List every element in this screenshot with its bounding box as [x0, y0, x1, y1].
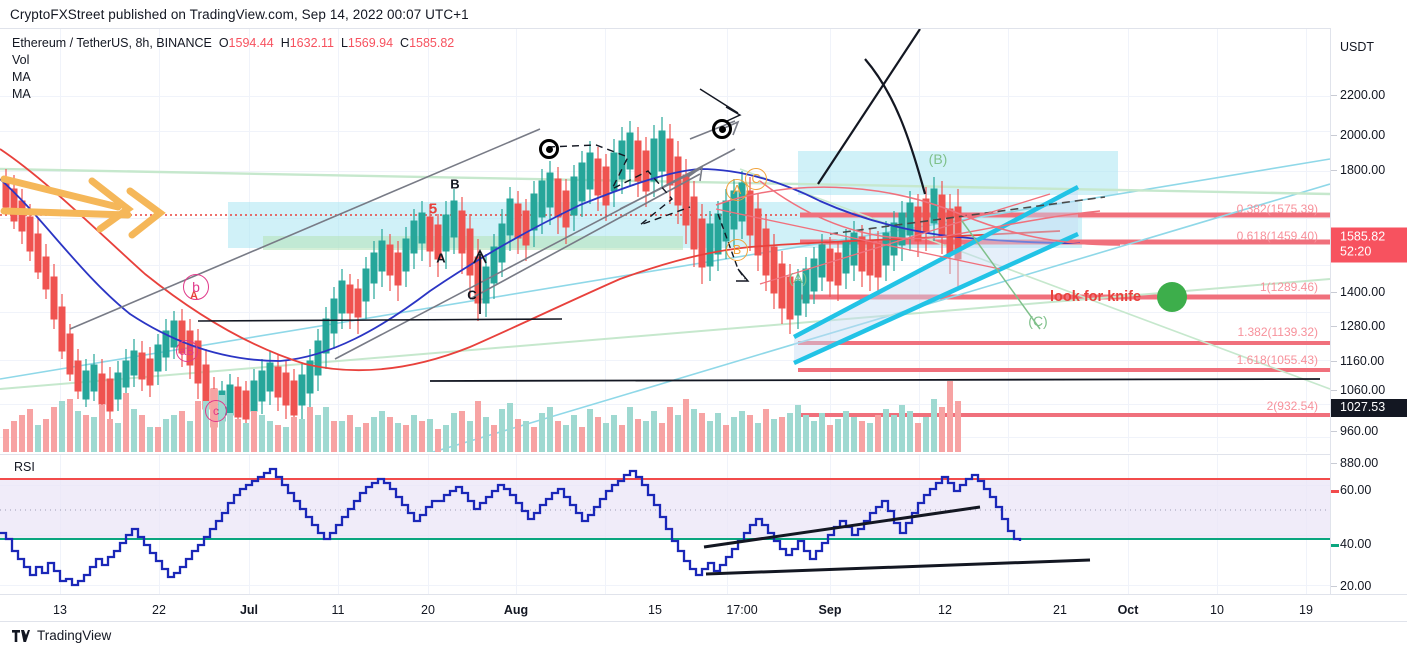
supply-zone-box-right: [798, 151, 1118, 195]
wave-label-c-orange: C: [745, 168, 767, 190]
rsi-axis-tick-60: 60.00: [1340, 483, 1372, 497]
axis-tick-880: 880.00: [1340, 456, 1379, 470]
fib-label-0382: 0.382(1575.39): [1236, 202, 1318, 216]
ohlc-h-label: H: [280, 36, 290, 50]
time-tick-11: Oct: [1117, 603, 1139, 617]
secondary-price-badge: 1027.53: [1331, 399, 1407, 417]
orange-arrow-group: [0, 175, 166, 239]
axis-tick-960: 960.00: [1340, 424, 1379, 438]
time-tick-5: Aug: [503, 603, 529, 617]
axis-tick-1400: 1400.00: [1340, 285, 1386, 299]
wave-label-a-black: A: [436, 250, 446, 266]
target-bullseye-icon-left: [539, 139, 559, 159]
axis-tick-1060: 1060.00: [1340, 383, 1386, 397]
axis-currency-label: USDT: [1340, 40, 1375, 54]
fib-label-0618: 0.618(1459.40): [1236, 229, 1318, 243]
rsi-axis-tick-20: 20.00: [1340, 579, 1372, 593]
rsi-axis-tick-40: 40.00: [1340, 537, 1372, 551]
time-tick-9: 12: [938, 603, 952, 617]
wave-label-c-green: (C): [1028, 313, 1048, 329]
time-tick-1: 22: [152, 603, 166, 617]
look-for-knife-label: look for knife: [1050, 289, 1142, 305]
channel-lower: [793, 231, 1079, 366]
demand-zone-box: [263, 236, 683, 250]
time-tick-13: 19: [1299, 603, 1313, 617]
ohlc-c-label: C: [400, 36, 410, 50]
rsi-drawing-layer: [0, 467, 1330, 587]
volume-series: [3, 381, 961, 452]
footer-brand-text: TradingView: [37, 628, 112, 643]
supply-zone-box: [228, 202, 1082, 248]
wave-label-a-pink: A: [190, 290, 198, 302]
axis-tick-1160: 1160.00: [1340, 354, 1385, 368]
dashed-zigzag: [547, 144, 691, 226]
wave-label-c-pink: c: [205, 400, 227, 422]
rsi-trendline-upper: [703, 505, 981, 549]
rsi-trendline-lower: [705, 558, 1091, 576]
publish-text: CryptoFXStreet published on TradingView.…: [10, 6, 469, 22]
legend-ma-1[interactable]: MA: [12, 70, 31, 84]
price-axis[interactable]: USDT 2200.00 2000.00 1800.00 1585.82 52:…: [1330, 28, 1407, 594]
ohlc-o-label: O: [218, 36, 229, 50]
time-tick-12: 10: [1210, 603, 1224, 617]
fib-label-2: 2(932.54): [1266, 399, 1318, 413]
axis-tick-1800: 1800.00: [1340, 163, 1386, 177]
rsi-band-fill: [0, 479, 1330, 539]
time-tick-8: Sep: [818, 603, 842, 617]
wave-label-b-black: B: [450, 176, 460, 192]
last-price-badge: 1585.82 52:20: [1331, 227, 1407, 263]
axis-tick-2000: 2000.00: [1340, 128, 1386, 142]
price-chart-pane[interactable]: Ethereum / TetherUS, 8h, BINANCE O1594.4…: [0, 28, 1330, 452]
wave-label-c-black: C: [467, 287, 477, 303]
time-tick-7: 17:00: [726, 603, 758, 617]
legend-ma-2[interactable]: MA: [12, 87, 31, 101]
projection-curve-down: [864, 58, 927, 195]
time-axis[interactable]: 13 22 Jul 11 20 Aug 15 17:00 Sep 12 21 O…: [0, 594, 1407, 622]
publish-bar: CryptoFXStreet published on TradingView.…: [0, 0, 1407, 28]
bar-countdown: 52:20: [1340, 244, 1372, 259]
rsi-line: [0, 467, 1022, 587]
legend-symbol-row: Ethereum / TetherUS, 8h, BINANCE O1594.4…: [12, 35, 454, 52]
time-tick-6: 15: [648, 603, 662, 617]
rsi-pane[interactable]: RSI: [0, 454, 1330, 594]
ohlc-l-value: 1569.94: [347, 36, 394, 50]
time-tick-4: 20: [421, 603, 435, 617]
target-bullseye-icon-right: [712, 119, 732, 139]
ohlc-c-value: 1585.82: [409, 36, 455, 50]
wave-label-b-green: (B): [928, 151, 948, 167]
wave-label-ab-pink: aB: [176, 340, 198, 362]
candlestick-series: [2, 117, 962, 437]
last-price-value: 1585.82: [1340, 229, 1386, 244]
wave-label-a-green: (A): [788, 270, 808, 286]
dashed-channel-mid: [829, 196, 1106, 235]
time-tick-10: 21: [1053, 603, 1067, 617]
time-tick-2: Jul: [239, 603, 259, 617]
tradingview-logo-icon: [12, 629, 30, 642]
axis-tick-2200: 2200.00: [1340, 88, 1386, 102]
wave-label-b-orange: B: [726, 239, 748, 261]
legend-symbol: Ethereum / TetherUS, 8h, BINANCE: [12, 36, 212, 50]
axis-tick-1280: 1280.00: [1340, 319, 1386, 333]
ohlc-o-value: 1594.44: [228, 36, 274, 50]
ohlc-h-value: 1632.11: [289, 36, 334, 50]
rsi-legend-label[interactable]: RSI: [14, 460, 35, 474]
green-target-dot: [1157, 282, 1187, 312]
fib-label-1382: 1.382(1139.32): [1237, 325, 1318, 339]
legend-volume[interactable]: Vol: [12, 53, 30, 67]
wave-label-5-red: 5: [428, 200, 438, 218]
time-tick-0: 13: [53, 603, 67, 617]
projection-line-up: [817, 29, 921, 185]
fib-label-1: 1(1289.46): [1259, 280, 1318, 294]
footer-brand[interactable]: TradingView: [12, 628, 111, 643]
chart-legend: Ethereum / TetherUS, 8h, BINANCE O1594.4…: [12, 35, 454, 103]
ohlc-l-label: L: [340, 36, 348, 50]
fib-label-1618: 1.618(1055.43): [1236, 353, 1318, 367]
time-tick-3: 11: [331, 603, 345, 617]
